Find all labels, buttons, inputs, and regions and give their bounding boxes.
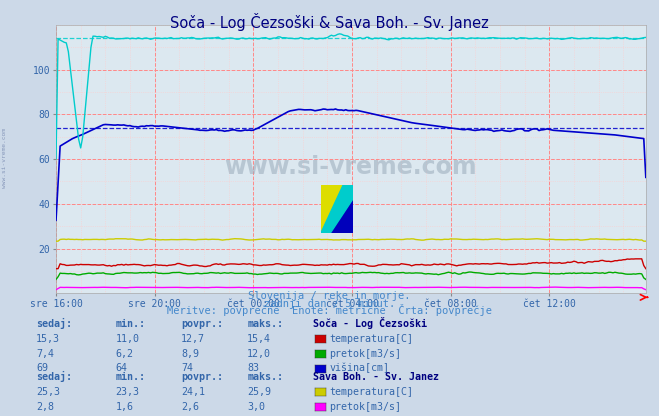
- Text: 8,9: 8,9: [181, 349, 199, 359]
- Text: 23,3: 23,3: [115, 387, 139, 397]
- Text: min.:: min.:: [115, 372, 146, 382]
- Text: 24,1: 24,1: [181, 387, 205, 397]
- Text: 83: 83: [247, 364, 259, 374]
- Text: sedaj:: sedaj:: [36, 317, 72, 329]
- Text: 11,0: 11,0: [115, 334, 139, 344]
- Polygon shape: [321, 185, 353, 233]
- Text: pretok[m3/s]: pretok[m3/s]: [330, 402, 401, 412]
- Text: povpr.:: povpr.:: [181, 319, 223, 329]
- Text: 15,3: 15,3: [36, 334, 60, 344]
- Text: 25,9: 25,9: [247, 387, 271, 397]
- Text: 64: 64: [115, 364, 127, 374]
- Text: Soča - Log Čezsoški & Sava Boh. - Sv. Janez: Soča - Log Čezsoški & Sava Boh. - Sv. Ja…: [170, 13, 489, 31]
- Text: temperatura[C]: temperatura[C]: [330, 387, 413, 397]
- Text: 12,7: 12,7: [181, 334, 205, 344]
- Text: min.:: min.:: [115, 319, 146, 329]
- Text: 2,6: 2,6: [181, 402, 199, 412]
- Text: Soča - Log Čezsoški: Soča - Log Čezsoški: [313, 317, 427, 329]
- Text: www.si-vreme.com: www.si-vreme.com: [2, 128, 7, 188]
- Text: višina[cm]: višina[cm]: [330, 363, 389, 374]
- Text: temperatura[C]: temperatura[C]: [330, 334, 413, 344]
- Text: 3,0: 3,0: [247, 402, 265, 412]
- Text: Sava Boh. - Sv. Janez: Sava Boh. - Sv. Janez: [313, 372, 439, 382]
- Text: 15,4: 15,4: [247, 334, 271, 344]
- Text: 69: 69: [36, 364, 48, 374]
- Text: 25,3: 25,3: [36, 387, 60, 397]
- Text: 2,8: 2,8: [36, 402, 54, 412]
- Text: maks.:: maks.:: [247, 319, 283, 329]
- Text: pretok[m3/s]: pretok[m3/s]: [330, 349, 401, 359]
- Text: 74: 74: [181, 364, 193, 374]
- Text: sedaj:: sedaj:: [36, 371, 72, 382]
- Text: www.si-vreme.com: www.si-vreme.com: [225, 155, 477, 179]
- Text: 6,2: 6,2: [115, 349, 133, 359]
- Text: 12,0: 12,0: [247, 349, 271, 359]
- Text: Meritve: povprečne  Enote: metrične  Črta: povprečje: Meritve: povprečne Enote: metrične Črta:…: [167, 305, 492, 317]
- Text: 7,4: 7,4: [36, 349, 54, 359]
- Polygon shape: [321, 185, 353, 233]
- Text: zadnji dan / 5 minut.: zadnji dan / 5 minut.: [264, 299, 395, 309]
- Polygon shape: [330, 199, 353, 233]
- Text: Slovenija / reke in morje.: Slovenija / reke in morje.: [248, 291, 411, 301]
- Text: 1,6: 1,6: [115, 402, 133, 412]
- Text: povpr.:: povpr.:: [181, 372, 223, 382]
- Text: maks.:: maks.:: [247, 372, 283, 382]
